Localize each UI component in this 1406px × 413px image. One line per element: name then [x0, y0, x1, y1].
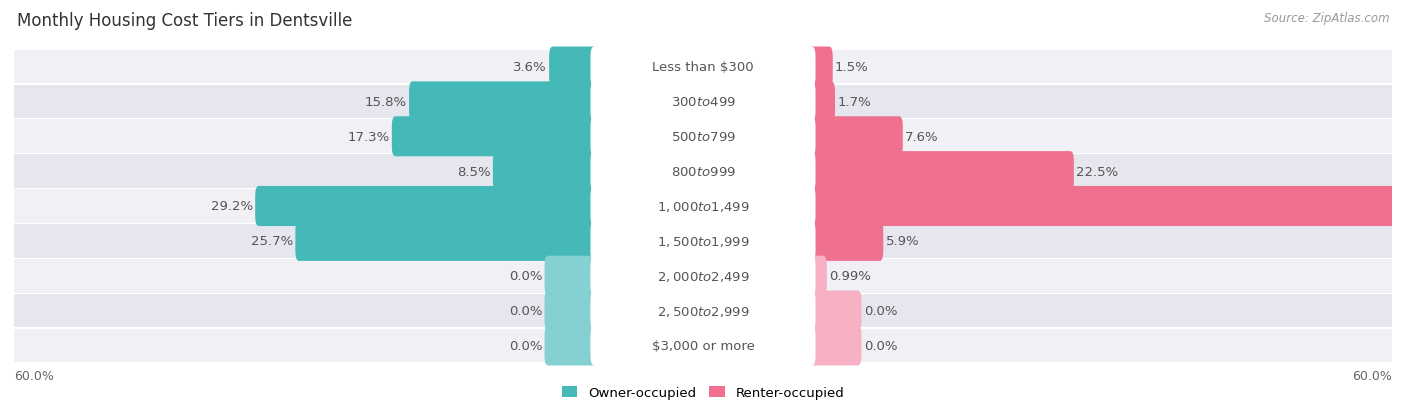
Text: $300 to $499: $300 to $499 — [671, 96, 735, 109]
FancyBboxPatch shape — [808, 291, 862, 331]
Text: 0.0%: 0.0% — [509, 270, 543, 282]
FancyBboxPatch shape — [591, 325, 815, 366]
FancyBboxPatch shape — [808, 325, 862, 366]
FancyBboxPatch shape — [295, 221, 598, 261]
Text: 0.99%: 0.99% — [830, 270, 872, 282]
FancyBboxPatch shape — [8, 155, 1398, 189]
FancyBboxPatch shape — [494, 152, 598, 192]
Text: $3,000 or more: $3,000 or more — [651, 339, 755, 352]
FancyBboxPatch shape — [8, 50, 1398, 84]
Text: $1,000 to $1,499: $1,000 to $1,499 — [657, 199, 749, 214]
FancyBboxPatch shape — [544, 291, 598, 331]
FancyBboxPatch shape — [591, 256, 815, 296]
FancyBboxPatch shape — [591, 291, 815, 331]
Text: 8.5%: 8.5% — [457, 165, 491, 178]
FancyBboxPatch shape — [544, 325, 598, 366]
Text: Source: ZipAtlas.com: Source: ZipAtlas.com — [1264, 12, 1389, 25]
FancyBboxPatch shape — [8, 329, 1398, 363]
FancyBboxPatch shape — [544, 256, 598, 296]
FancyBboxPatch shape — [8, 224, 1398, 258]
Text: $2,500 to $2,999: $2,500 to $2,999 — [657, 304, 749, 318]
Text: $1,500 to $1,999: $1,500 to $1,999 — [657, 234, 749, 248]
Text: 60.0%: 60.0% — [1353, 369, 1392, 382]
FancyBboxPatch shape — [8, 294, 1398, 328]
Text: 60.0%: 60.0% — [14, 369, 53, 382]
FancyBboxPatch shape — [8, 120, 1398, 154]
Text: 0.0%: 0.0% — [863, 339, 897, 352]
Text: $2,000 to $2,499: $2,000 to $2,499 — [657, 269, 749, 283]
FancyBboxPatch shape — [550, 47, 598, 88]
FancyBboxPatch shape — [8, 259, 1398, 293]
Text: 1.5%: 1.5% — [835, 61, 869, 74]
FancyBboxPatch shape — [808, 221, 883, 261]
Text: $500 to $799: $500 to $799 — [671, 131, 735, 143]
FancyBboxPatch shape — [591, 221, 815, 261]
FancyBboxPatch shape — [392, 117, 598, 157]
FancyBboxPatch shape — [256, 187, 598, 226]
FancyBboxPatch shape — [591, 187, 815, 226]
FancyBboxPatch shape — [8, 85, 1398, 119]
FancyBboxPatch shape — [808, 256, 827, 296]
FancyBboxPatch shape — [591, 152, 815, 192]
Text: 22.5%: 22.5% — [1076, 165, 1118, 178]
FancyBboxPatch shape — [591, 117, 815, 157]
Text: 15.8%: 15.8% — [364, 96, 406, 109]
FancyBboxPatch shape — [808, 117, 903, 157]
Text: 3.6%: 3.6% — [513, 61, 547, 74]
Text: 25.7%: 25.7% — [250, 235, 292, 248]
Text: 0.0%: 0.0% — [509, 304, 543, 317]
Text: 0.0%: 0.0% — [509, 339, 543, 352]
Text: 7.6%: 7.6% — [905, 131, 939, 143]
FancyBboxPatch shape — [808, 187, 1406, 226]
Text: Less than $300: Less than $300 — [652, 61, 754, 74]
FancyBboxPatch shape — [808, 152, 1074, 192]
Text: 17.3%: 17.3% — [347, 131, 389, 143]
Text: $800 to $999: $800 to $999 — [671, 165, 735, 178]
FancyBboxPatch shape — [808, 47, 832, 88]
FancyBboxPatch shape — [8, 190, 1398, 223]
FancyBboxPatch shape — [591, 47, 815, 88]
FancyBboxPatch shape — [409, 82, 598, 122]
FancyBboxPatch shape — [591, 82, 815, 122]
Text: 1.7%: 1.7% — [838, 96, 872, 109]
Text: 5.9%: 5.9% — [886, 235, 920, 248]
Text: Monthly Housing Cost Tiers in Dentsville: Monthly Housing Cost Tiers in Dentsville — [17, 12, 353, 30]
Legend: Owner-occupied, Renter-occupied: Owner-occupied, Renter-occupied — [557, 381, 849, 405]
FancyBboxPatch shape — [808, 82, 835, 122]
Text: 0.0%: 0.0% — [863, 304, 897, 317]
Text: 29.2%: 29.2% — [211, 200, 253, 213]
